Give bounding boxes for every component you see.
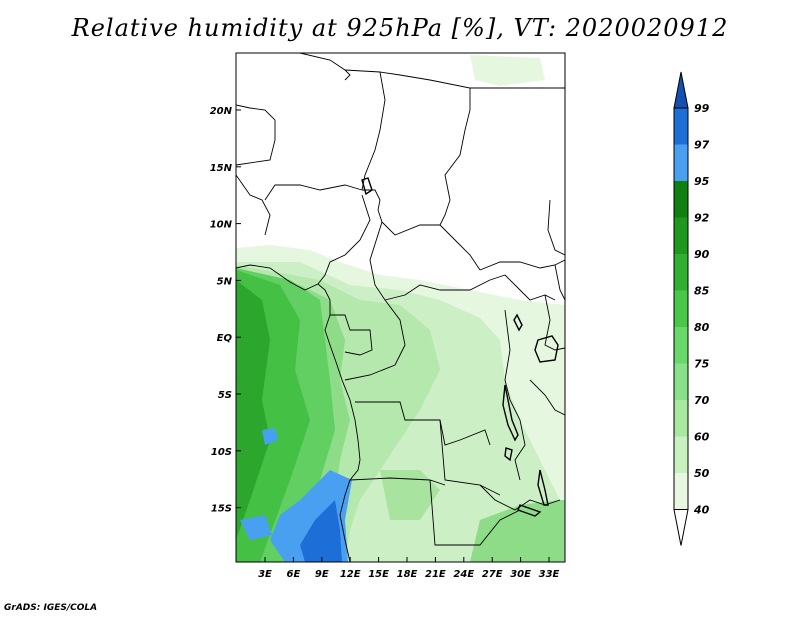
map-title: Relative humidity at 925hPa [%], VT: 202… — [71, 14, 729, 42]
lon-label: 9E — [315, 569, 329, 580]
colorbar-bin — [674, 290, 688, 327]
lon-label: 21E — [425, 569, 446, 580]
lat-label: EQ — [217, 333, 233, 344]
humidity-area-central-east — [380, 470, 440, 520]
border-south-sudan-drc — [504, 274, 556, 301]
lon-label: 3E — [258, 569, 272, 580]
colorbar-outline — [673, 107, 689, 510]
colorbar-label: 80 — [694, 321, 710, 334]
border-gabon — [330, 314, 373, 356]
lon-label: 15E — [368, 569, 389, 580]
colorbar-label: 75 — [694, 358, 710, 371]
border-sudan-ethiopia — [547, 199, 565, 256]
lake-victoria — [534, 335, 559, 363]
lat-label: 20N — [210, 106, 233, 117]
lat-label: 10S — [211, 447, 232, 458]
latitude-axis: 20N 15N 10N 5N EQ 5S 10S 15S — [210, 106, 241, 515]
colorbar-label: 40 — [693, 504, 710, 517]
border-niger-chad — [362, 189, 383, 223]
lon-label: 27E — [482, 569, 503, 580]
border-burkina — [236, 174, 271, 236]
humidity-area-southeast — [470, 500, 565, 562]
border-chad-sudan — [439, 109, 471, 226]
lat-label: 15S — [211, 504, 232, 515]
lon-label: 6E — [287, 569, 301, 580]
lon-label: 33E — [539, 569, 560, 580]
border-cameroon-car — [369, 221, 386, 301]
humidity-area-90-92 — [236, 280, 270, 540]
colorbar-bin — [673, 71, 689, 109]
humidity-field — [236, 55, 565, 562]
border-algeria-niger — [299, 53, 351, 81]
border-drc-east — [504, 309, 526, 481]
humidity-area-95-97-west — [262, 428, 278, 445]
lake-albert — [513, 313, 523, 332]
colorbar-label: 85 — [694, 285, 710, 298]
lon-label: 24E — [453, 569, 474, 580]
coastline-west-africa — [236, 264, 361, 562]
colorbar-bin — [674, 473, 688, 510]
colorbar-bin — [674, 327, 688, 364]
colorbar-bin — [674, 436, 688, 473]
lon-label: 18E — [397, 569, 418, 580]
colorbar-label: 60 — [694, 431, 710, 444]
colorbar-label: 95 — [694, 175, 710, 188]
lake-mweru — [504, 447, 513, 462]
lakes — [361, 177, 559, 517]
colorbar-bin — [674, 254, 688, 291]
border-drc-angola — [355, 401, 491, 446]
lake-malawi — [537, 469, 549, 506]
longitude-axis: 3E 6E 9E 12E 15E 18E 21E 24E 27E 30E 33E — [258, 557, 560, 580]
colorbar-label: 70 — [694, 394, 710, 407]
colorbar-label: 50 — [694, 467, 710, 480]
border-ethiopia-kenya — [554, 264, 565, 301]
colorbar-label: 90 — [694, 248, 710, 261]
humidity-area-north-patch — [470, 55, 545, 86]
lon-label: 30E — [510, 569, 531, 580]
border-libya-chad — [361, 71, 386, 191]
border-nigeria-cameroon — [317, 194, 371, 285]
lat-label: 5S — [218, 390, 232, 401]
lake-kariba — [517, 504, 542, 517]
lon-label: 12E — [340, 569, 361, 580]
colorbar-bin — [673, 509, 689, 546]
border-namibia-botswana — [429, 479, 521, 546]
colorbar-bin — [674, 181, 688, 218]
border-angola-namibia — [349, 477, 446, 486]
border-niger-nigeria — [264, 184, 363, 201]
lat-label: 15N — [210, 163, 233, 174]
colorbar-bin — [674, 217, 688, 254]
border-libya-niger — [344, 69, 471, 110]
lake-tanganyika — [502, 384, 519, 442]
colorbar-label: 97 — [694, 139, 710, 152]
colorbar-label: 92 — [694, 212, 710, 225]
border-mali-niger — [236, 104, 276, 166]
country-borders — [236, 53, 565, 562]
border-chad-car — [381, 221, 481, 271]
colorbar-legend: 40 50 60 70 75 80 85 90 92 95 97 99 — [673, 71, 710, 546]
humidity-area-95-97-sw — [240, 515, 272, 540]
colorbar-label: 99 — [694, 102, 710, 115]
colorbar-bin — [674, 363, 688, 400]
lat-label: 10N — [210, 220, 233, 231]
colorbar-bin — [674, 400, 688, 437]
border-kenya-uganda — [544, 294, 565, 351]
border-angola-zambia — [439, 419, 501, 496]
map-frame — [235, 52, 566, 563]
humidity-area-97-99 — [300, 500, 342, 562]
border-congo-drc — [344, 299, 406, 381]
border-car-drc — [384, 274, 506, 301]
border-tanzania — [529, 379, 565, 416]
lat-label: 5N — [217, 276, 233, 287]
colorbar-bin — [674, 144, 688, 181]
lake-chad — [361, 177, 373, 196]
border-sudan-south-sudan — [479, 259, 565, 271]
colorbar-bin — [674, 108, 688, 145]
credit-label: GrADS: IGES/COLA — [4, 603, 98, 613]
